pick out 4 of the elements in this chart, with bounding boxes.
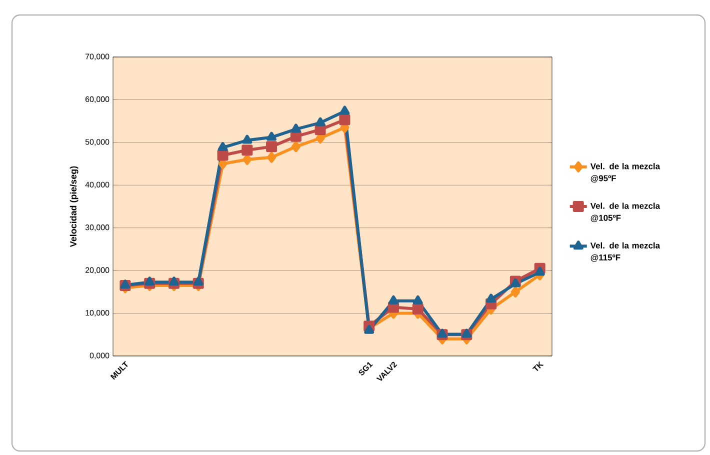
legend-label: Vel. de la mezcla @105ºF: [590, 202, 660, 222]
legend-label: Vel. de la mezcla @95ºF: [590, 163, 660, 182]
legend-label: Vel. de la mezcla @115ºF: [590, 242, 660, 262]
y-axis-title: Velocidad (pie/seg): [70, 166, 78, 248]
